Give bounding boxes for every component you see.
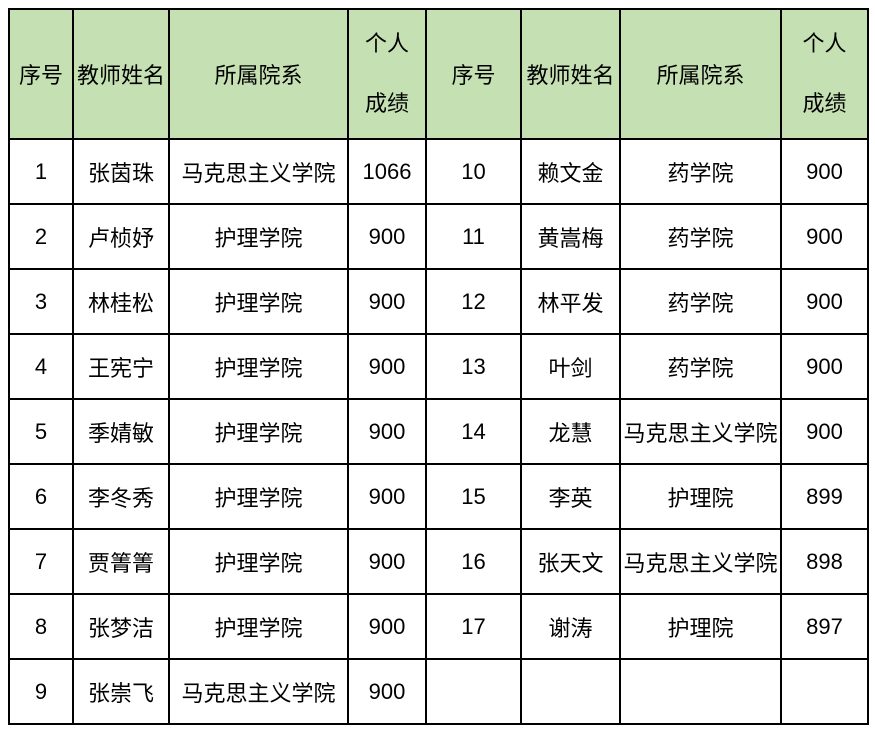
cell-seq: 13: [425, 333, 522, 400]
table-row: 4 王宪宁 护理学院 900 13 叶剑 药学院 900: [8, 333, 869, 400]
header-teacher-name-left: 教师姓名: [72, 8, 170, 140]
cell-score: 900: [347, 333, 427, 400]
teacher-score-table: 序号 教师姓名 所属院系 个人 成绩 序号 教师姓名 所属院系 个人 成绩 1 …: [8, 8, 869, 725]
cell-seq: 15: [425, 463, 522, 530]
header-teacher-name-right: 教师姓名: [520, 8, 621, 140]
cell-seq: 12: [425, 268, 522, 335]
table-row: 5 季婧敏 护理学院 900 14 龙慧 马克思主义学院 900: [8, 398, 869, 465]
table-row: 3 林桂松 护理学院 900 12 林平发 药学院 900: [8, 268, 869, 335]
cell-seq: 6: [8, 463, 74, 530]
cell-teacher-name: 李英: [520, 463, 621, 530]
cell-department: 护理学院: [168, 333, 349, 400]
cell-department: 马克思主义学院: [168, 138, 349, 205]
cell-teacher-name: 李冬秀: [72, 463, 170, 530]
empty-cell: [425, 658, 522, 725]
cell-seq: 9: [8, 658, 74, 725]
cell-department: 药学院: [619, 268, 782, 335]
cell-seq: 2: [8, 203, 74, 270]
cell-score: 897: [780, 593, 869, 660]
cell-department: 药学院: [619, 203, 782, 270]
cell-score: 1066: [347, 138, 427, 205]
header-score-left: 个人 成绩: [347, 8, 427, 140]
cell-seq: 14: [425, 398, 522, 465]
cell-seq: 8: [8, 593, 74, 660]
header-department-left: 所属院系: [168, 8, 349, 140]
cell-teacher-name: 黄嵩梅: [520, 203, 621, 270]
header-score-line1: 个人: [364, 31, 409, 56]
cell-department: 护理学院: [168, 203, 349, 270]
cell-teacher-name: 季婧敏: [72, 398, 170, 465]
empty-cell: [619, 658, 782, 725]
cell-teacher-name: 叶剑: [520, 333, 621, 400]
header-score-right: 个人 成绩: [780, 8, 869, 140]
header-score-line1: 个人: [802, 31, 847, 56]
cell-seq: 5: [8, 398, 74, 465]
cell-department: 药学院: [619, 333, 782, 400]
cell-score: 898: [780, 528, 869, 595]
cell-seq: 10: [425, 138, 522, 205]
header-seq-right: 序号: [425, 8, 522, 140]
cell-department: 护理学院: [168, 398, 349, 465]
cell-teacher-name: 张天文: [520, 528, 621, 595]
table-row: 6 李冬秀 护理学院 900 15 李英 护理院 899: [8, 463, 869, 530]
cell-score: 899: [780, 463, 869, 530]
cell-teacher-name: 卢桢妤: [72, 203, 170, 270]
cell-score: 900: [780, 268, 869, 335]
cell-department: 护理学院: [168, 268, 349, 335]
empty-cell: [780, 658, 869, 725]
cell-department: 马克思主义学院: [619, 528, 782, 595]
cell-score: 900: [780, 203, 869, 270]
header-score-line2: 成绩: [364, 91, 409, 116]
table-row: 2 卢桢妤 护理学院 900 11 黄嵩梅 药学院 900: [8, 203, 869, 270]
cell-teacher-name: 王宪宁: [72, 333, 170, 400]
cell-teacher-name: 林桂松: [72, 268, 170, 335]
cell-seq: 17: [425, 593, 522, 660]
cell-department: 护理院: [619, 593, 782, 660]
empty-cell: [520, 658, 621, 725]
cell-score: 900: [347, 463, 427, 530]
cell-score: 900: [780, 138, 869, 205]
cell-seq: 4: [8, 333, 74, 400]
header-row: 序号 教师姓名 所属院系 个人 成绩 序号 教师姓名 所属院系 个人 成绩: [8, 8, 869, 140]
cell-teacher-name: 张崇飞: [72, 658, 170, 725]
cell-teacher-name: 林平发: [520, 268, 621, 335]
cell-teacher-name: 赖文金: [520, 138, 621, 205]
table-row: 8 张梦洁 护理学院 900 17 谢涛 护理院 897: [8, 593, 869, 660]
cell-score: 900: [347, 398, 427, 465]
cell-department: 药学院: [619, 138, 782, 205]
cell-score: 900: [347, 268, 427, 335]
cell-department: 护理学院: [168, 463, 349, 530]
header-department-right: 所属院系: [619, 8, 782, 140]
cell-seq: 11: [425, 203, 522, 270]
cell-score: 900: [347, 658, 427, 725]
cell-department: 护理院: [619, 463, 782, 530]
cell-seq: 7: [8, 528, 74, 595]
cell-score: 900: [347, 593, 427, 660]
table-row: 9 张崇飞 马克思主义学院 900: [8, 658, 869, 725]
cell-teacher-name: 谢涛: [520, 593, 621, 660]
table-row: 7 贾箐箐 护理学院 900 16 张天文 马克思主义学院 898: [8, 528, 869, 595]
cell-teacher-name: 张茵珠: [72, 138, 170, 205]
cell-score: 900: [347, 203, 427, 270]
cell-score: 900: [347, 528, 427, 595]
table-row: 1 张茵珠 马克思主义学院 1066 10 赖文金 药学院 900: [8, 138, 869, 205]
cell-seq: 16: [425, 528, 522, 595]
cell-department: 马克思主义学院: [168, 658, 349, 725]
cell-department: 马克思主义学院: [619, 398, 782, 465]
header-score-line2: 成绩: [802, 91, 847, 116]
cell-teacher-name: 贾箐箐: [72, 528, 170, 595]
cell-score: 900: [780, 333, 869, 400]
cell-score: 900: [780, 398, 869, 465]
header-seq-left: 序号: [8, 8, 74, 140]
cell-teacher-name: 龙慧: [520, 398, 621, 465]
teacher-score-table-container: 序号 教师姓名 所属院系 个人 成绩 序号 教师姓名 所属院系 个人 成绩 1 …: [8, 8, 869, 725]
cell-seq: 3: [8, 268, 74, 335]
cell-seq: 1: [8, 138, 74, 205]
cell-department: 护理学院: [168, 593, 349, 660]
cell-department: 护理学院: [168, 528, 349, 595]
cell-teacher-name: 张梦洁: [72, 593, 170, 660]
